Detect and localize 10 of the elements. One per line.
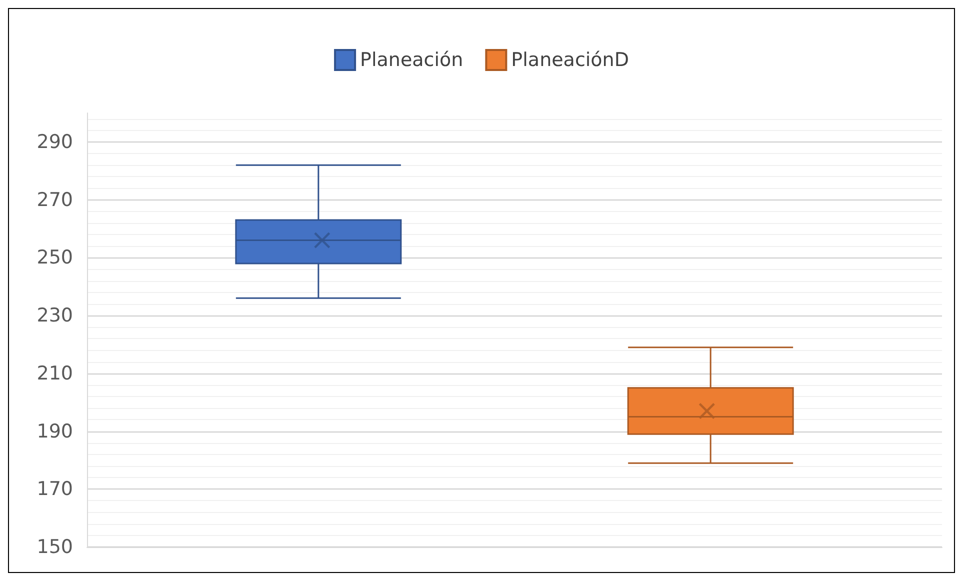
legend-label: Planeación — [360, 49, 464, 71]
y-tick-label: 230 — [36, 304, 73, 327]
y-tick-label: 190 — [36, 420, 73, 442]
y-tick-label: 290 — [36, 130, 73, 153]
y-tick-label: 170 — [36, 478, 73, 500]
y-tick-label: 150 — [36, 536, 73, 558]
y-tick-label: 270 — [36, 188, 73, 211]
legend-label: PlaneaciónD — [511, 49, 629, 71]
y-tick-label: 210 — [36, 362, 73, 384]
y-tick-label: 250 — [36, 246, 73, 269]
